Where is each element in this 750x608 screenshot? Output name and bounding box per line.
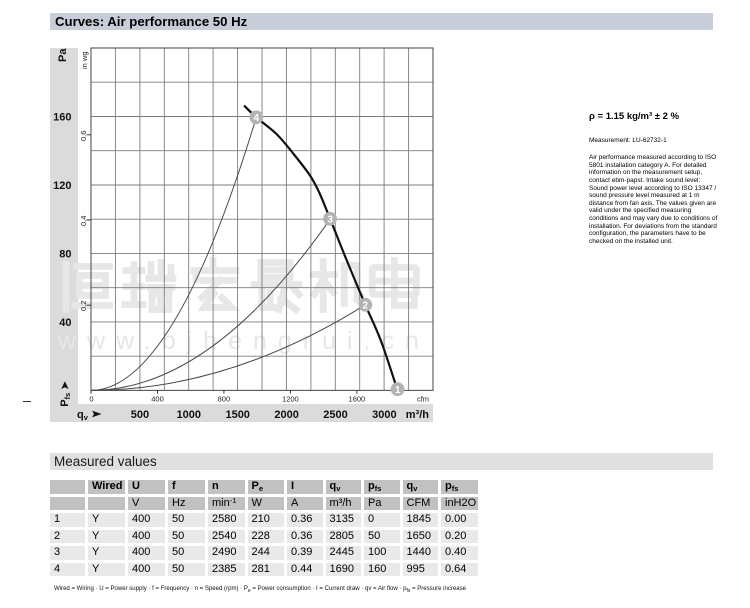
svg-text:160: 160: [53, 111, 71, 123]
svg-text:1600: 1600: [349, 395, 366, 404]
svg-text:1200: 1200: [282, 395, 299, 404]
svg-text:0: 0: [89, 395, 93, 404]
svg-text:Pfs: Pfs: [59, 393, 72, 407]
svg-text:1500: 1500: [225, 409, 249, 421]
svg-text:cfm: cfm: [417, 395, 429, 404]
svg-text:80: 80: [59, 248, 71, 260]
svg-text:0.6: 0.6: [79, 131, 88, 141]
svg-text:2: 2: [363, 300, 369, 311]
svg-text:qv: qv: [77, 409, 89, 422]
svg-text:120: 120: [53, 180, 71, 192]
svg-text:40: 40: [59, 317, 71, 329]
svg-text:400: 400: [151, 395, 164, 404]
svg-text:1000: 1000: [177, 409, 201, 421]
svg-text:1: 1: [395, 385, 401, 396]
svg-text:0.2: 0.2: [79, 301, 88, 311]
svg-text:Pa: Pa: [57, 48, 69, 62]
svg-text:4: 4: [254, 113, 260, 124]
svg-text:3000: 3000: [372, 409, 396, 421]
svg-text:800: 800: [218, 395, 231, 404]
svg-text:2500: 2500: [323, 409, 347, 421]
svg-text:2000: 2000: [274, 409, 298, 421]
svg-text:3: 3: [327, 214, 333, 225]
svg-text:500: 500: [131, 409, 149, 421]
svg-text:in wg: in wg: [80, 51, 89, 69]
svg-text:m³/h: m³/h: [406, 409, 430, 421]
svg-text:0.4: 0.4: [79, 216, 88, 226]
